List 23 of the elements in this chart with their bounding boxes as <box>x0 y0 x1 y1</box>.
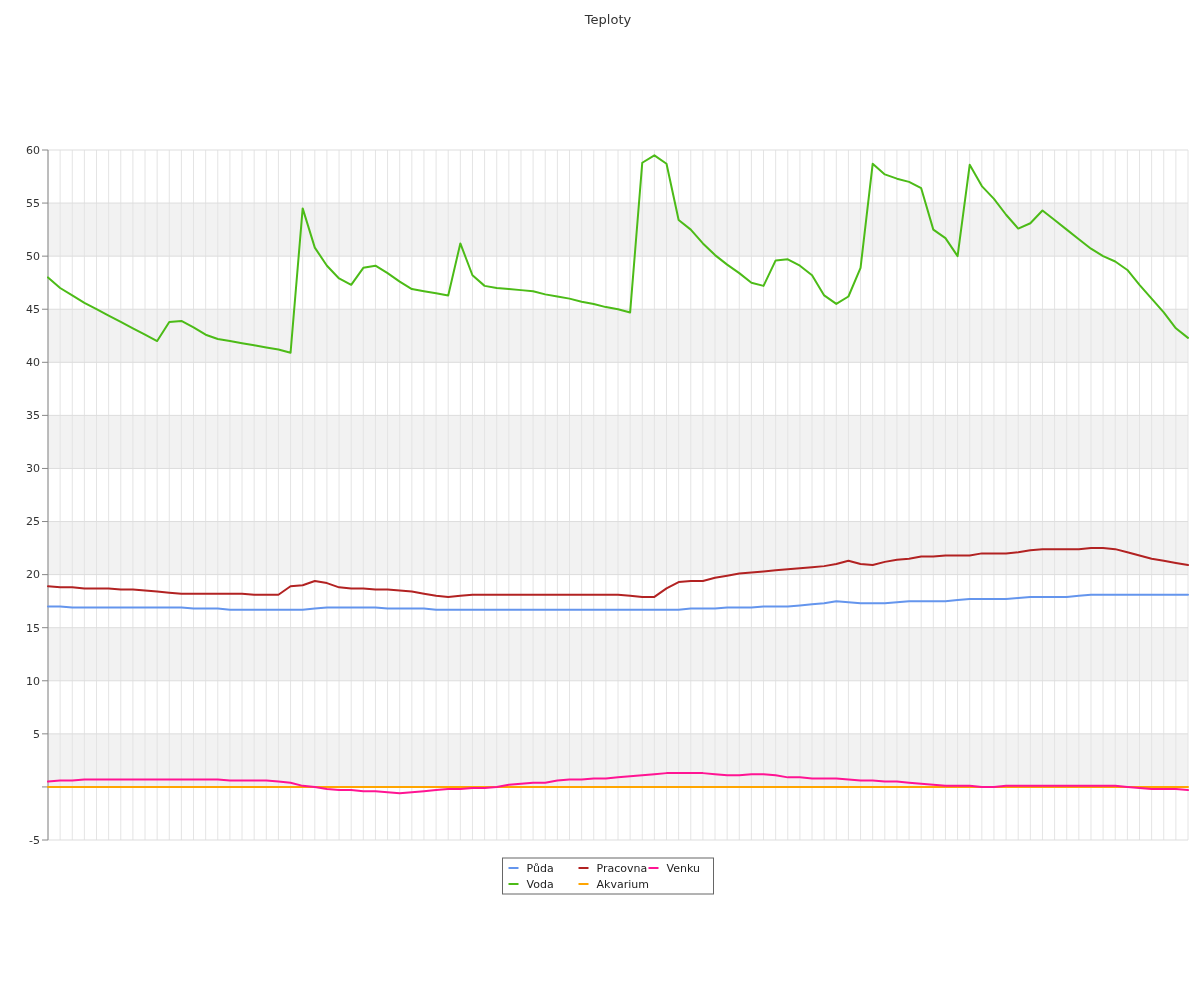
line-series <box>47 547 1189 598</box>
line-series <box>47 154 1189 354</box>
y-tick-label: 55 <box>26 196 40 210</box>
y-tick-label: 20 <box>26 568 40 582</box>
y-tick-label: 25 <box>26 515 40 529</box>
y-tick-label: 30 <box>26 462 40 476</box>
line-series <box>47 593 1189 611</box>
y-tick-label: 10 <box>26 674 40 688</box>
y-tick-label: 35 <box>26 409 40 423</box>
line-series <box>47 772 1189 795</box>
chart-title: Teploty <box>583 12 632 27</box>
legend-label: Půda <box>526 861 554 875</box>
y-tick-label: 45 <box>26 303 40 317</box>
legend-label: Voda <box>526 877 554 891</box>
y-tick-label: 15 <box>26 621 40 635</box>
y-tick-label: 5 <box>33 727 40 741</box>
legend-label: Venku <box>666 861 700 875</box>
y-tick-label: 60 <box>26 143 40 157</box>
legend-label: Akvarium <box>596 877 649 891</box>
y-tick-label: -5 <box>29 833 40 847</box>
y-tick-label: 40 <box>26 356 40 370</box>
legend-label: Pracovna <box>596 861 648 875</box>
y-tick-label: 50 <box>26 250 40 263</box>
